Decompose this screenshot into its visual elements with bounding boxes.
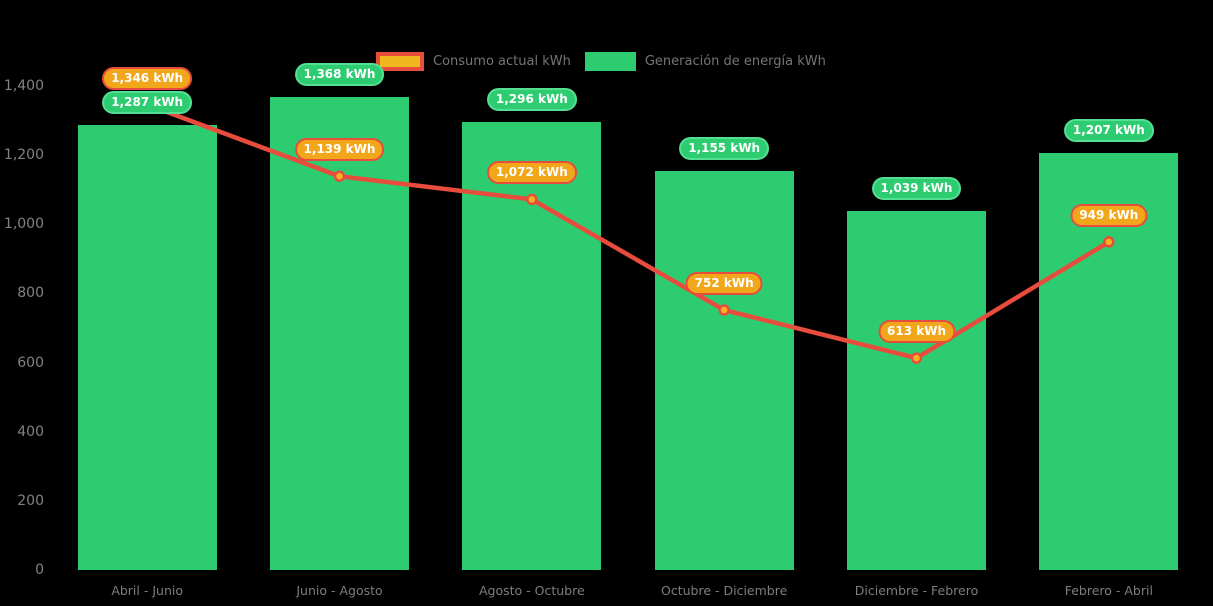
consumption-line (144, 102, 1112, 361)
line-series-swatch-icon (376, 52, 424, 71)
line-value-label: 1,346 kWh (102, 66, 193, 90)
bar-value-label: 1,039 kWh (871, 176, 962, 200)
x-axis-label: Abril - Junio (111, 583, 183, 598)
bar-4[interactable] (654, 170, 794, 570)
line-value-label: 1,072 kWh (486, 161, 577, 185)
y-axis-tick-label: 600 (17, 354, 44, 371)
legend-item-generacion[interactable]: Generación de energía kWh (584, 52, 826, 71)
y-axis-tick-label: 1,000 (3, 216, 44, 233)
bar-value-label: 1,368 kWh (294, 63, 385, 87)
y-axis-tick-label: 0 (35, 562, 44, 578)
x-axis-label: Octubre - Diciembre (661, 583, 788, 598)
legend: Consumo actual kWh Generación de energía… (376, 52, 826, 71)
bar-value-label: 1,155 kWh (679, 136, 770, 160)
line-value-label: 613 kWh (878, 320, 955, 344)
x-axis-label: Junio - Agosto (296, 583, 383, 598)
legend-label-consumo: Consumo actual kWh (433, 54, 571, 69)
bar-value-label: 1,296 kWh (486, 87, 577, 111)
line-value-label: 752 kWh (685, 272, 763, 296)
data-point-5[interactable] (910, 352, 923, 364)
y-axis-tick-label: 200 (17, 492, 44, 509)
x-axis-label: Diciembre - Febrero (854, 583, 979, 598)
bar-series-swatch-icon (584, 52, 636, 71)
y-axis-tick-label: 400 (17, 423, 44, 440)
data-point-4[interactable] (718, 304, 730, 316)
bar-value-label: 1,287 kWh (102, 91, 193, 115)
legend-label-generacion: Generación de energía kWh (644, 54, 826, 69)
y-axis-tick-label: 1,200 (3, 147, 44, 164)
data-point-3[interactable] (526, 193, 538, 206)
bar-value-label: 1,207 kWh (1063, 118, 1154, 142)
legend-item-consumo[interactable]: Consumo actual kWh (376, 52, 571, 71)
data-point-2[interactable] (333, 170, 346, 182)
y-axis-tick-label: 1,400 (3, 78, 44, 94)
data-point-6[interactable] (1103, 236, 1115, 248)
bar-1[interactable] (77, 125, 217, 570)
x-axis-label: Agosto - Octubre (478, 583, 585, 598)
bar-5[interactable] (847, 210, 986, 570)
x-axis-label: Febrero - Abril (1064, 583, 1153, 598)
y-axis-tick-label: 800 (17, 285, 44, 302)
line-value-label: 949 kWh (1070, 203, 1148, 227)
line-value-label: 1,139 kWh (294, 138, 385, 162)
